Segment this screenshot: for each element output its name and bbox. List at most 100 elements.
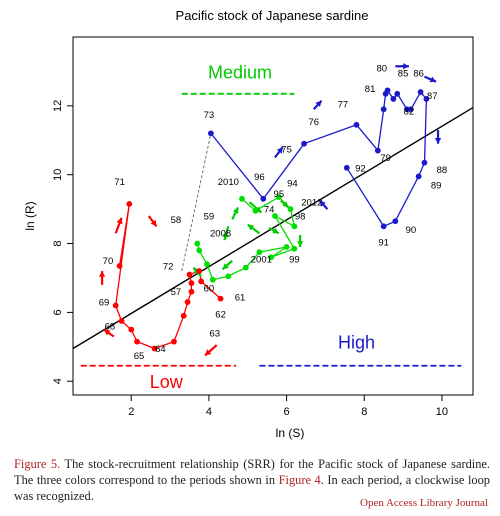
arrow-head-8 [282, 201, 289, 208]
medium-year-label-3: 74 [264, 205, 275, 216]
high-year-label-15: 90 [406, 225, 417, 236]
high-year-label-0: 73 [204, 110, 215, 121]
low-year-label-13: 59 [204, 211, 215, 222]
arrow-head-11 [247, 224, 255, 231]
low-series-line [115, 203, 222, 350]
high-point-3 [353, 121, 360, 128]
series-lines [115, 89, 428, 350]
high-year-label-2: 75 [281, 144, 292, 155]
high-year-label-6: 85 [398, 69, 409, 80]
medium-point-8 [283, 244, 290, 250]
medium-year-label-4: 2012 [301, 198, 322, 209]
medium-point-0 [239, 195, 245, 202]
low-point-2 [112, 302, 119, 309]
guides [72, 106, 474, 350]
high-point-8 [390, 96, 397, 102]
arrow-head-14 [315, 100, 322, 107]
medium-point-9 [256, 249, 263, 256]
low-point-11 [188, 280, 195, 287]
high-year-label-1: 96 [254, 172, 265, 183]
high-year-label-9: 82 [404, 106, 415, 117]
medium-period-label: Medium [208, 62, 272, 82]
x-tick-label-3: 8 [361, 406, 367, 418]
medium-point-6 [291, 245, 298, 252]
high-year-label-4: 77 [338, 100, 349, 111]
high-point-2 [301, 140, 307, 147]
medium-year-label-7: 2001 [251, 254, 272, 265]
caption-text-1: The stock-recruitment relationship (SRR)… [14, 457, 491, 487]
arrow-head-0 [116, 217, 123, 225]
low-year-label-6: 63 [209, 328, 220, 339]
low-year-label-2: 69 [99, 298, 110, 309]
low-point-8 [180, 312, 187, 319]
medium-point-3 [287, 206, 294, 213]
medium-point-11 [225, 273, 232, 280]
low-year-label-12: 58 [171, 215, 182, 226]
arrow-head-15 [276, 147, 283, 154]
loop-arrows [99, 63, 442, 357]
arrow-head-16 [403, 63, 409, 70]
low-point-13 [196, 268, 203, 274]
medium-year-label-8: 99 [289, 254, 300, 265]
medium-point-2 [275, 194, 282, 200]
y-tick-label-0: 4 [52, 378, 64, 384]
high-point-15 [415, 173, 422, 180]
low-point-1 [126, 201, 133, 207]
high-point-9 [394, 90, 401, 97]
high-year-label-12: 92 [355, 163, 366, 174]
low-year-label-8: 61 [235, 292, 246, 303]
low-point-12 [186, 271, 193, 278]
low-year-label-10: 57 [171, 287, 182, 298]
medium-point-1 [252, 207, 259, 214]
figure-caption: Figure 5. The stock-recruitment relation… [14, 456, 490, 504]
high-point-7 [384, 87, 391, 94]
high-year-label-8: 81 [365, 84, 376, 95]
y-tick-label-3: 10 [52, 169, 64, 181]
medium-year-label-2: 95 [274, 189, 285, 200]
high-point-18 [343, 164, 350, 171]
high-point-17 [380, 223, 387, 230]
low-point-0 [116, 263, 123, 269]
high-point-12 [417, 89, 424, 95]
high-year-label-14: 89 [431, 180, 442, 191]
y-tick-label-2: 8 [52, 240, 64, 246]
arrow-head-3 [104, 329, 111, 336]
arrow-head-18 [434, 138, 442, 144]
medium-year-label-1: 94 [287, 179, 298, 190]
y-tick-label-4: 12 [52, 100, 64, 112]
figure-4-link[interactable]: Figure 4 [278, 473, 321, 487]
period-connector [181, 133, 212, 272]
high-point-14 [421, 159, 428, 166]
low-period-label: Low [150, 372, 184, 392]
high-period-label: High [338, 333, 375, 353]
medium-point-12 [209, 276, 216, 283]
low-point-15 [217, 295, 224, 302]
low-point-7 [171, 338, 177, 345]
x-tick-label-2: 6 [284, 406, 290, 418]
arrow-head-4 [205, 349, 212, 356]
low-point-9 [184, 299, 191, 305]
chart-title: Pacific stock of Japanese sardine [176, 8, 369, 23]
medium-point-5 [272, 213, 278, 219]
high-year-label-7: 86 [413, 69, 424, 80]
medium-year-label-0: 2010 [218, 177, 239, 188]
high-point-1 [260, 195, 267, 202]
arrow-head-5 [223, 233, 229, 241]
high-point-4 [374, 147, 381, 154]
arrow-head-19 [319, 200, 326, 207]
high-year-label-11: 79 [380, 153, 391, 164]
low-point-10 [188, 288, 195, 295]
low-year-label-11: 72 [163, 261, 174, 272]
arrow-head-2 [99, 271, 106, 277]
high-point-13 [423, 96, 430, 102]
medium-year-label-6: 2008 [210, 229, 231, 240]
caption-text-2: . In each period, a clockwise loop was r… [14, 473, 490, 503]
medium-point-10 [242, 264, 249, 271]
arrow-head-17 [429, 76, 437, 83]
low-year-label-5: 64 [155, 344, 166, 355]
arrow-head-1 [150, 219, 157, 227]
low-year-label-7: 62 [215, 310, 226, 321]
journal-name: Open Access Library Journal [360, 497, 488, 509]
high-point-0 [207, 130, 214, 137]
